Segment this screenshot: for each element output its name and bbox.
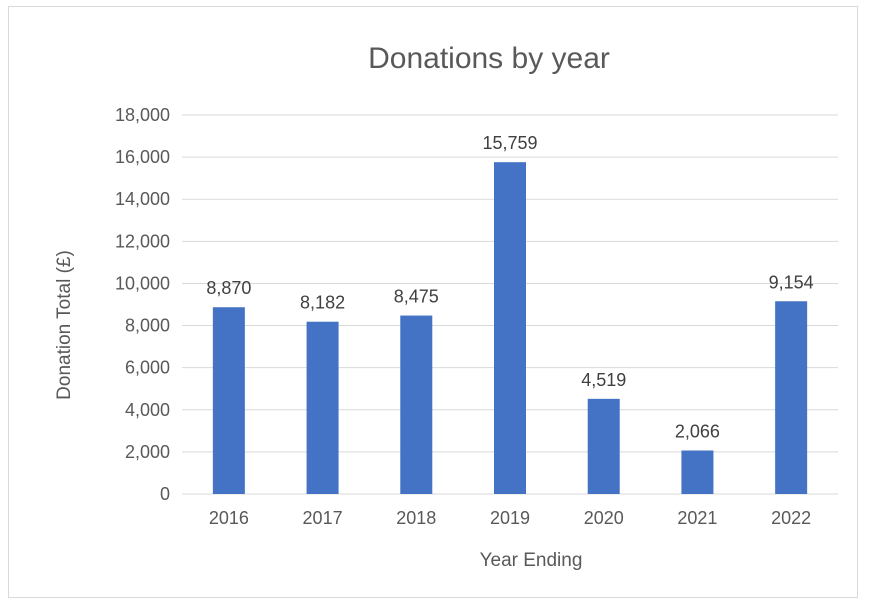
y-tick-label: 10,000: [115, 273, 170, 293]
bar-2022: [775, 301, 808, 494]
chart-area: [8, 6, 858, 598]
bar-2018: [400, 315, 433, 494]
data-label-2022: 9,154: [769, 272, 814, 292]
bar-2016: [212, 307, 245, 494]
y-tick-label: 6,000: [125, 358, 170, 378]
y-tick-label: 14,000: [115, 189, 170, 209]
bars: [212, 162, 808, 495]
bar-2020: [587, 398, 620, 494]
x-tick-label: 2018: [396, 508, 436, 528]
x-axis-ticks: 2016 2017 2018 2019 2020 2021 2022: [209, 508, 811, 528]
y-axis-ticks: 0 2,000 4,000 6,000 8,000 10,000 12,000 14,000 1…: [115, 105, 170, 504]
bar-2021: [681, 450, 714, 494]
data-label-2018: 8,475: [394, 287, 439, 307]
y-tick-label: 0: [160, 484, 170, 504]
data-label-2017: 8,182: [300, 293, 345, 313]
x-tick-label: 2017: [303, 508, 343, 528]
gridlines: [182, 114, 838, 495]
data-label-2019: 15,759: [482, 133, 537, 153]
data-labels: 8,870 8,182 8,475 15,759 4,519 2,066 9,154: [206, 133, 813, 441]
chart-title: Donations by year: [368, 42, 610, 75]
y-tick-label: 16,000: [115, 147, 170, 167]
x-tick-label: 2022: [771, 508, 811, 528]
x-tick-label: 2016: [209, 508, 249, 528]
bar-2019: [494, 162, 526, 495]
y-tick-label: 8,000: [125, 316, 170, 336]
y-tick-label: 2,000: [125, 442, 170, 462]
x-tick-label: 2020: [584, 508, 624, 528]
data-label-2020: 4,519: [581, 370, 626, 390]
y-tick-label: 4,000: [125, 400, 170, 420]
x-tick-label: 2021: [677, 508, 717, 528]
x-axis-title: Year Ending: [480, 550, 583, 571]
y-axis-title: Donation Total (£): [54, 250, 75, 400]
x-tick-label: 2019: [490, 508, 530, 528]
y-tick-label: 12,000: [115, 231, 170, 251]
data-label-2021: 2,066: [675, 421, 720, 441]
y-tick-label: 18,000: [115, 105, 170, 125]
data-label-2016: 8,870: [206, 278, 251, 298]
bar-2017: [306, 321, 339, 494]
